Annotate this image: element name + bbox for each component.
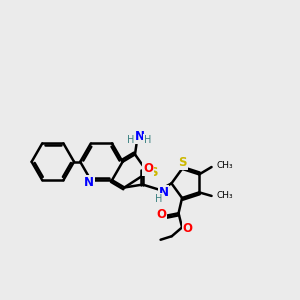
Text: CH₃: CH₃ — [217, 191, 233, 200]
Text: H: H — [144, 135, 151, 145]
Text: O: O — [157, 208, 166, 221]
Text: S: S — [178, 156, 187, 170]
Text: O: O — [182, 222, 192, 235]
Text: N: N — [84, 176, 94, 189]
Text: H: H — [155, 194, 163, 204]
Text: H: H — [128, 135, 135, 145]
Text: CH₃: CH₃ — [217, 161, 233, 170]
Text: S: S — [149, 166, 157, 179]
Text: O: O — [143, 162, 153, 175]
Text: N: N — [158, 186, 169, 199]
Text: N: N — [134, 130, 144, 143]
